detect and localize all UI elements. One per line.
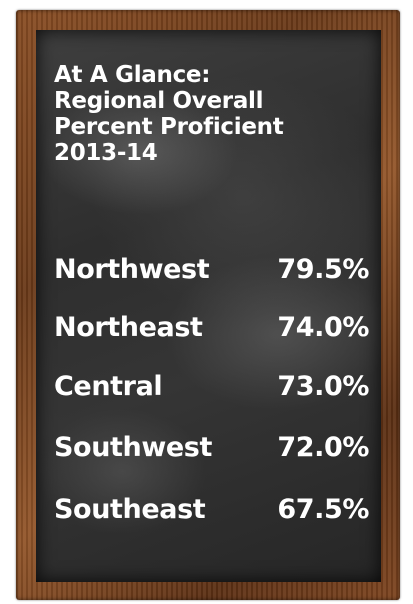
region-row-southwest: Southwest 72.0%: [54, 430, 369, 466]
region-name: Central: [54, 371, 163, 402]
region-value: 72.0%: [277, 432, 369, 463]
region-row-central: Central 73.0%: [54, 369, 369, 405]
region-value: 79.5%: [277, 254, 369, 285]
region-row-northeast: Northeast 74.0%: [54, 310, 369, 346]
region-name: Northwest: [54, 254, 210, 285]
region-row-northwest: Northwest 79.5%: [54, 252, 369, 288]
region-row-southeast: Southeast 67.5%: [54, 492, 369, 528]
title-line-4: 2013-14: [54, 140, 158, 166]
chalkboard: At A Glance: Regional Overall Percent Pr…: [36, 30, 381, 582]
region-value: 67.5%: [277, 494, 369, 525]
title-line-1: At A Glance:: [54, 62, 211, 88]
region-name: Southeast: [54, 494, 206, 525]
region-value: 73.0%: [277, 371, 369, 402]
title-line-2: Regional Overall: [54, 88, 264, 114]
region-name: Southwest: [54, 432, 212, 463]
region-name: Northeast: [54, 312, 203, 343]
region-value: 74.0%: [277, 312, 369, 343]
title-line-3: Percent Proficient: [54, 114, 284, 140]
chalkboard-title: At A Glance: Regional Overall Percent Pr…: [54, 62, 374, 166]
